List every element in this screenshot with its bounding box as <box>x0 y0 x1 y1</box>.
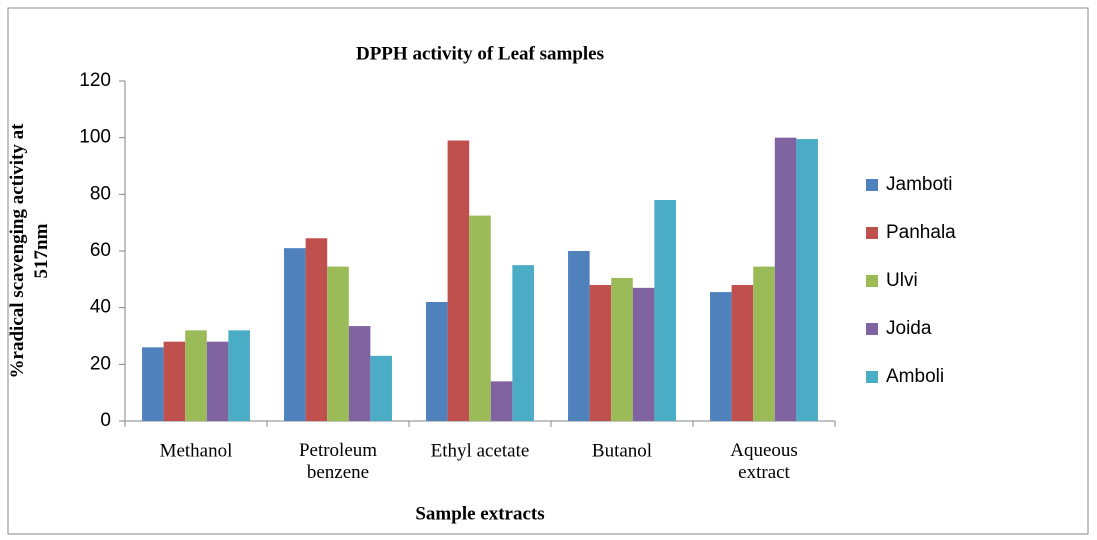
bar <box>469 215 491 421</box>
bar <box>632 287 655 421</box>
bar <box>654 200 676 421</box>
bar <box>284 248 306 421</box>
bar <box>305 238 328 421</box>
x-tick-label: Butanol <box>592 440 652 461</box>
bar <box>327 266 349 421</box>
legend-swatch <box>866 227 878 239</box>
y-tick-label: 100 <box>79 127 111 148</box>
frame <box>7 7 1089 535</box>
bar <box>447 140 470 421</box>
bar <box>512 265 534 421</box>
bar <box>774 137 797 421</box>
bar <box>228 330 250 421</box>
chart-title: DPPH activity of Leaf samples <box>356 43 604 64</box>
y-tick-label: 80 <box>90 183 111 204</box>
y-tick-label: 0 <box>100 410 111 431</box>
bar <box>611 277 633 421</box>
legend-swatch <box>866 371 878 383</box>
bar <box>796 139 818 422</box>
x-tick-label: Ethyl acetate <box>431 440 530 461</box>
legend-label: Joida <box>886 318 932 339</box>
bar <box>731 285 754 421</box>
bar <box>163 341 186 421</box>
bar <box>589 285 612 421</box>
bar <box>185 330 207 421</box>
y-tick-label: 120 <box>79 70 111 91</box>
y-tick-label: 20 <box>90 353 111 374</box>
legend-label: Jamboti <box>886 174 953 195</box>
x-axis-title: Sample extracts <box>415 503 544 524</box>
bar <box>568 251 590 421</box>
legend-swatch <box>866 323 878 335</box>
bar <box>370 355 392 421</box>
y-tick-label: 60 <box>90 240 111 261</box>
y-tick-label: 40 <box>90 297 111 318</box>
bar <box>142 347 164 421</box>
y-axis-title: %radical scavenging activity at 517nm <box>7 123 52 379</box>
bar <box>206 341 229 421</box>
bar <box>348 326 371 421</box>
x-tick-label: Methanol <box>160 440 233 461</box>
x-tick-label: Aqueous extract <box>730 440 798 483</box>
bar <box>710 292 732 421</box>
bar <box>753 266 775 421</box>
bar <box>426 302 448 421</box>
legend-swatch <box>866 275 878 287</box>
legend-label: Panhala <box>886 222 956 243</box>
legend-label: Amboli <box>886 366 944 387</box>
legend-swatch <box>866 179 878 191</box>
legend-label: Ulvi <box>886 270 918 291</box>
x-tick-label: Petroleum benzene <box>299 440 377 483</box>
bar <box>490 381 513 421</box>
